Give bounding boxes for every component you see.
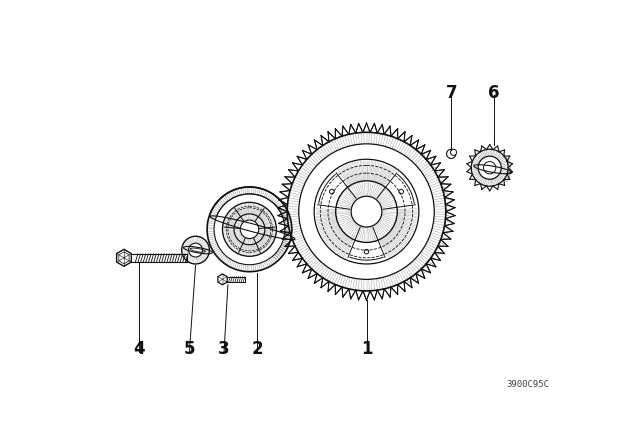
Text: 6: 6 xyxy=(488,83,499,102)
Text: 3900C95C: 3900C95C xyxy=(507,380,550,389)
Text: 4: 4 xyxy=(134,340,145,358)
Text: 2: 2 xyxy=(252,340,263,358)
Circle shape xyxy=(287,132,446,291)
Text: 3: 3 xyxy=(218,340,230,358)
Text: 5: 5 xyxy=(184,340,195,358)
Text: 7: 7 xyxy=(445,83,457,102)
Text: 1: 1 xyxy=(361,340,372,358)
Circle shape xyxy=(451,149,456,155)
